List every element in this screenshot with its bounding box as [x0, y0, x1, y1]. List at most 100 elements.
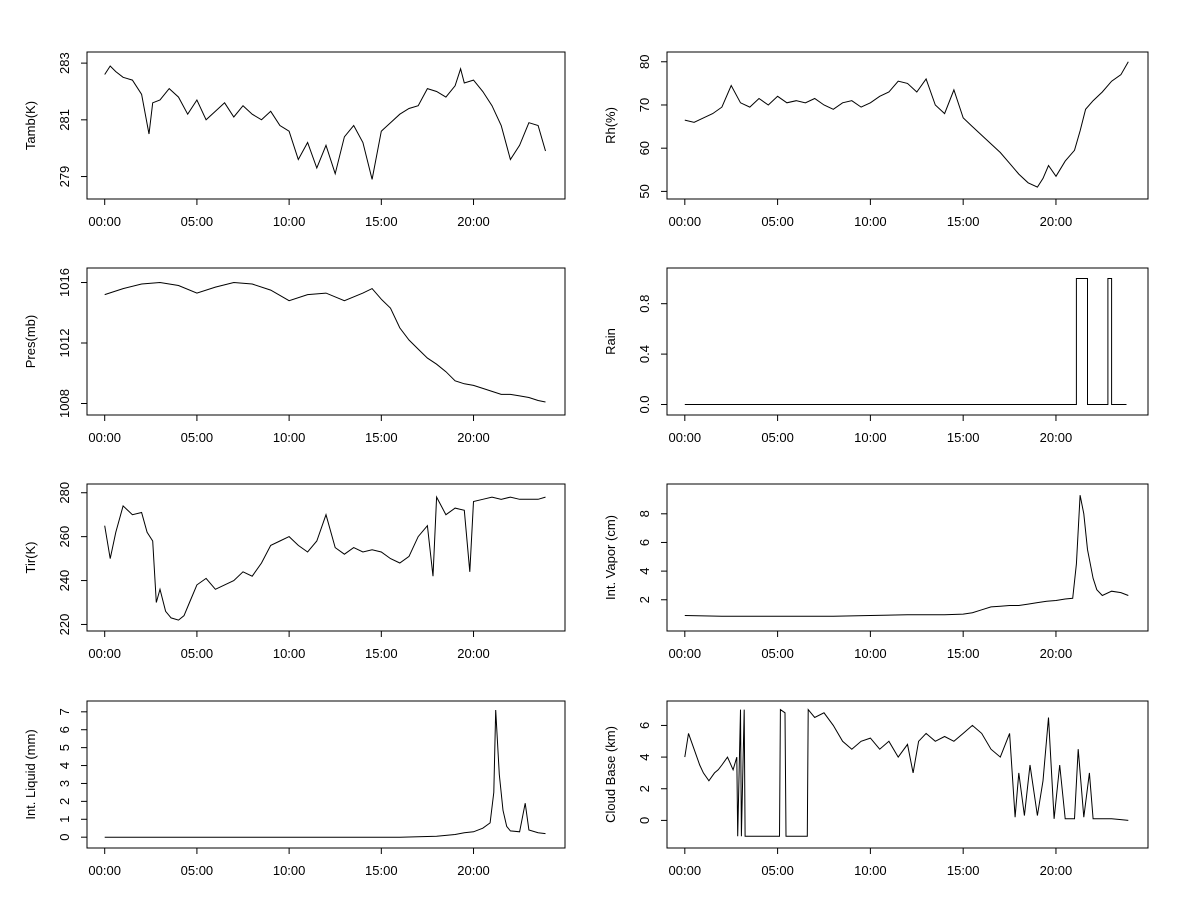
y-tick-label: 1012 [57, 329, 72, 358]
x-tick-label: 10:00 [273, 214, 306, 229]
series-line-cloud-base-km [684, 708, 1129, 837]
x-tick-label: 00:00 [669, 430, 702, 445]
x-tick-label: 20:00 [457, 430, 490, 445]
y-tick-label: 50 [637, 184, 652, 198]
y-axis-label-rh: Rh(%) [603, 107, 618, 144]
y-tick-label: 6 [637, 722, 652, 729]
y-axis-label-tir-k: Tir(K) [23, 541, 38, 573]
x-tick-label: 20:00 [1040, 214, 1073, 229]
y-tick-label: 0.0 [637, 395, 652, 413]
x-tick-label: 05:00 [181, 430, 214, 445]
x-tick-label: 00:00 [88, 430, 121, 445]
series-line-rh [684, 61, 1129, 188]
y-tick-label: 6 [637, 539, 652, 546]
plot-frame-tamb-k [86, 51, 566, 200]
panel-tir-k: 00:00 05:00 10:00 15:00 20:00 220 240 260 280 Tir… [23, 482, 566, 661]
y-tick-label: 4 [637, 753, 652, 760]
x-tick-label: 10:00 [273, 430, 306, 445]
y-tick-label: 4 [57, 762, 72, 769]
x-tick-label: 10:00 [854, 646, 887, 661]
y-axis-label-cloud-base-km: Cloud Base (km) [603, 726, 618, 823]
y-tick-label: 0.4 [637, 345, 652, 363]
x-tick-label: 00:00 [88, 646, 121, 661]
x-tick-label: 05:00 [761, 863, 794, 878]
y-tick-label: 3 [57, 780, 72, 787]
x-tick-label: 20:00 [1040, 863, 1073, 878]
x-tick-label: 00:00 [669, 863, 702, 878]
panel-rain: 00:00 05:00 10:00 15:00 20:00 0.0 0.4 0.8 Rain [603, 267, 1149, 445]
y-tick-label: 0 [637, 817, 652, 824]
y-tick-label: 220 [57, 614, 72, 636]
y-tick-label: 283 [57, 52, 72, 74]
panel-cloud-base-km: 00:00 05:00 10:00 15:00 20:00 0 2 4 6 Cloud Base … [603, 700, 1149, 878]
plot-frame-cloud-base-km [666, 700, 1149, 849]
plot-frame-rain [666, 267, 1149, 416]
x-tick-label: 15:00 [365, 214, 398, 229]
x-tick-label: 15:00 [947, 646, 980, 661]
panel-pres-mb: 00:00 05:00 10:00 15:00 20:00 1008 1012 1016 Pre… [23, 267, 566, 445]
y-tick-label: 5 [57, 744, 72, 751]
x-tick-label: 05:00 [761, 214, 794, 229]
x-tick-label: 00:00 [88, 863, 121, 878]
plot-frame-tir-k [86, 483, 566, 632]
y-tick-label: 70 [637, 98, 652, 112]
series-line-int-vapor-cm [684, 495, 1129, 617]
panel-int-liquid-mm: 00:00 05:00 10:00 15:00 20:00 0 1 2 3 4 5 6 7 Int. Li… [23, 700, 566, 878]
panels: 00:00 05:00 10:00 15:00 20:00279281283Tamb(K… [23, 51, 1149, 878]
y-tick-label: 4 [637, 567, 652, 574]
plot-frame-int-liquid-mm [86, 700, 566, 849]
x-tick-label: 20:00 [457, 214, 490, 229]
y-tick-label: 240 [57, 570, 72, 592]
x-tick-label: 00:00 [669, 214, 702, 229]
x-tick-label: 20:00 [457, 863, 490, 878]
plot-frame-pres-mb [86, 267, 566, 416]
x-tick-label: 20:00 [1040, 430, 1073, 445]
x-tick-label: 10:00 [854, 430, 887, 445]
y-tick-label: 2 [57, 798, 72, 805]
y-tick-label: 1 [57, 816, 72, 823]
x-tick-label: 15:00 [365, 646, 398, 661]
y-tick-label: 7 [57, 708, 72, 715]
x-tick-label: 10:00 [854, 214, 887, 229]
y-axis-label-int-liquid-mm: Int. Liquid (mm) [23, 729, 38, 819]
panel-int-vapor-cm: 00:00 05:00 10:00 15:00 20:00 2 4 6 8 Int. Vapor … [603, 483, 1149, 661]
plot-frame-rh [666, 51, 1149, 200]
x-tick-label: 15:00 [947, 430, 980, 445]
x-tick-label: 00:00 [669, 646, 702, 661]
x-tick-label: 05:00 [181, 214, 214, 229]
x-tick-label: 15:00 [365, 430, 398, 445]
x-tick-label: 05:00 [761, 646, 794, 661]
y-tick-label: 80 [637, 55, 652, 69]
y-tick-label: 6 [57, 726, 72, 733]
y-tick-label: 0.8 [637, 295, 652, 313]
series-line-pres-mb [104, 281, 546, 403]
y-axis-label-pres-mb: Pres(mb) [23, 315, 38, 368]
x-tick-label: 05:00 [181, 646, 214, 661]
y-tick-label: 0 [57, 834, 72, 841]
series-line-tamb-k [104, 65, 546, 180]
x-tick-label: 00:00 [88, 214, 121, 229]
x-tick-label: 10:00 [273, 646, 306, 661]
x-tick-label: 05:00 [761, 430, 794, 445]
series-line-int-liquid-mm [104, 709, 546, 838]
y-tick-label: 8 [637, 510, 652, 517]
y-tick-label: 2 [637, 596, 652, 603]
x-tick-label: 15:00 [947, 214, 980, 229]
x-tick-label: 20:00 [1040, 646, 1073, 661]
panel-tamb-k: 00:00 05:00 10:00 15:00 20:00 279 281 283 Tamb(K… [23, 51, 566, 229]
y-tick-label: 281 [57, 109, 72, 131]
x-tick-label: 10:00 [273, 863, 306, 878]
y-tick-label: 279 [57, 166, 72, 188]
x-tick-label: 10:00 [854, 863, 887, 878]
y-tick-label: 280 [57, 482, 72, 504]
x-tick-label: 15:00 [947, 863, 980, 878]
y-tick-label: 2 [637, 785, 652, 792]
y-axis-label-rain: Rain [603, 328, 618, 355]
x-tick-label: 15:00 [365, 863, 398, 878]
y-tick-label: 1008 [57, 389, 72, 418]
y-tick-label: 60 [637, 141, 652, 155]
series-line-rain [684, 278, 1127, 405]
y-tick-label: 260 [57, 526, 72, 548]
